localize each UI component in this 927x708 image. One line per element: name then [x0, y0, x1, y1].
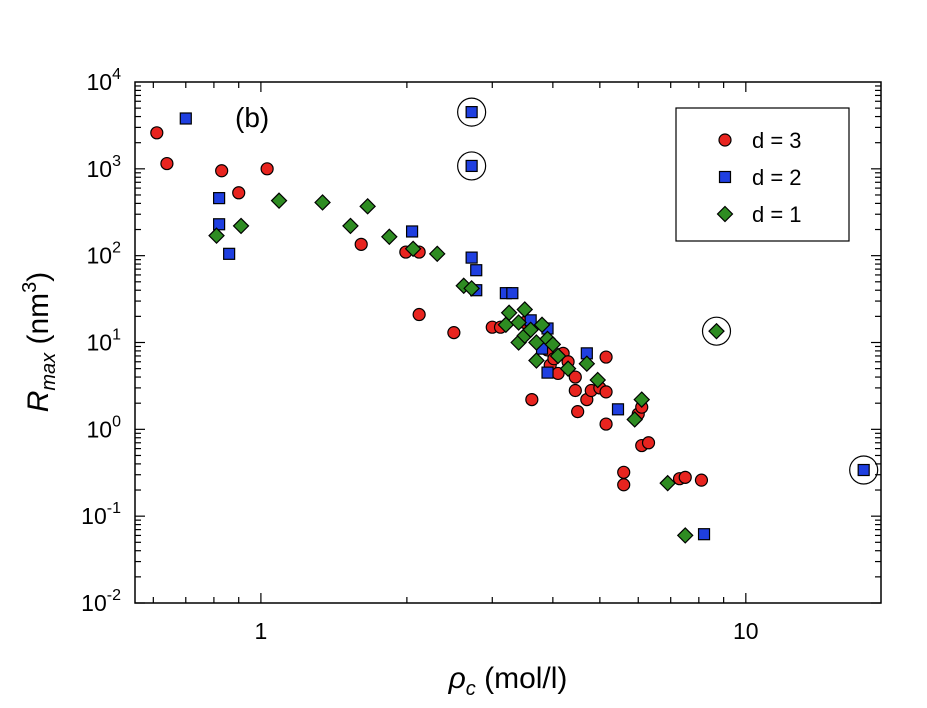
point-d-3 [260, 162, 274, 176]
legend-label-d-3: d = 3 [752, 128, 802, 153]
legend-marker-d-1 [716, 205, 734, 223]
point-d-1 [589, 371, 607, 389]
legend-label-d-2: d = 2 [752, 165, 802, 190]
point-d-2 [611, 403, 625, 416]
point-d-2 [223, 247, 236, 260]
point-d-1 [626, 411, 644, 428]
y-tick-label: 104 [87, 66, 122, 95]
point-d-3 [232, 186, 246, 200]
point-d-1 [528, 352, 545, 369]
point-d-1 [208, 227, 225, 245]
point-d-1 [500, 304, 518, 322]
point-d-1 [516, 301, 534, 318]
point-d-1 [359, 197, 376, 215]
point-d-2 [179, 112, 192, 125]
point-d-3 [150, 126, 164, 140]
point-d-3 [599, 350, 613, 364]
point-d-3 [412, 307, 426, 322]
highlight-ring [701, 316, 732, 346]
point-d-1 [659, 474, 677, 492]
legend: d = 3 d = 2 d = 1 [675, 107, 850, 242]
point-d-1 [676, 527, 694, 544]
x-tick-label: 10 [733, 618, 759, 644]
point-d-1 [463, 280, 480, 297]
x-axis-label: ρc (mol/l) [448, 662, 568, 700]
point-d-2 [470, 264, 483, 277]
x-tick-label: 1 [255, 618, 268, 644]
legend-label-d-1: d = 1 [752, 202, 802, 227]
point-d-1 [404, 240, 422, 258]
point-d-1 [314, 194, 331, 211]
point-d-1 [510, 314, 527, 331]
point-d-3 [617, 478, 631, 492]
point-d-2 [465, 251, 478, 264]
y-tick-label: 10-1 [81, 500, 121, 529]
legend-marker-d-2 [718, 170, 732, 184]
point-d-3 [447, 326, 461, 340]
axis-ticks: 1 10 10-2 10-1 100 101 102 103 104 [81, 66, 881, 644]
point-d-2 [506, 287, 519, 300]
point-d-1 [708, 322, 725, 340]
point-d-3 [160, 156, 174, 171]
point-d-3 [641, 436, 656, 450]
panel-label: (b) [235, 102, 269, 133]
y-axis-label-sup: 3 [19, 282, 41, 293]
point-d-1 [428, 245, 446, 263]
point-d-3 [571, 405, 585, 419]
point-d-3 [568, 370, 582, 384]
point-d-2 [541, 366, 554, 379]
legend-marker-d-3 [718, 133, 732, 147]
point-d-1 [633, 391, 651, 408]
x-axis-label-rest: (mol/l) [476, 662, 568, 695]
y-tick-label: 101 [87, 327, 122, 356]
chart-marks [150, 97, 879, 544]
point-d-3 [215, 164, 229, 178]
point-d-2 [405, 225, 419, 238]
y-tick-label: 10-2 [81, 587, 121, 616]
point-d-1 [380, 228, 398, 246]
highlight-ring [457, 97, 487, 127]
y-tick-label: 100 [87, 413, 122, 442]
point-d-1 [533, 316, 551, 334]
legend-box [675, 107, 850, 242]
point-d-1 [270, 192, 288, 210]
point-d-1 [522, 321, 540, 339]
x-axis-label-main: ρ [448, 662, 466, 695]
y-axis-label-post: ) [22, 272, 55, 282]
point-d-1 [549, 347, 567, 365]
highlight-ring [849, 455, 879, 485]
point-d-3 [694, 473, 709, 487]
y-tick-label: 103 [87, 153, 122, 182]
point-d-3 [568, 383, 582, 398]
point-d-3 [525, 392, 539, 407]
point-d-3 [354, 237, 368, 251]
point-d-1 [578, 355, 596, 373]
point-d-1 [342, 217, 359, 235]
y-tick-label: 102 [87, 240, 122, 269]
y-axis-label-pre: (nm [22, 293, 55, 353]
point-d-2 [213, 218, 226, 231]
point-d-3 [599, 417, 613, 431]
y-axis-label: Rmax (nm3) [19, 272, 60, 413]
y-axis-label-sub: max [38, 352, 60, 391]
point-d-2 [697, 528, 711, 541]
point-d-3 [617, 465, 631, 479]
y-axis-label-main: R [22, 391, 55, 413]
point-d-3 [599, 385, 613, 399]
x-axis-label-sub: c [466, 678, 476, 700]
highlight-ring [457, 151, 487, 181]
point-d-3 [678, 470, 692, 484]
point-d-1 [559, 360, 577, 377]
point-d-2 [465, 106, 478, 119]
point-d-2 [465, 159, 478, 173]
point-d-1 [232, 217, 250, 235]
point-d-1 [544, 336, 562, 353]
point-d-2 [857, 463, 870, 477]
point-d-2 [213, 192, 226, 205]
